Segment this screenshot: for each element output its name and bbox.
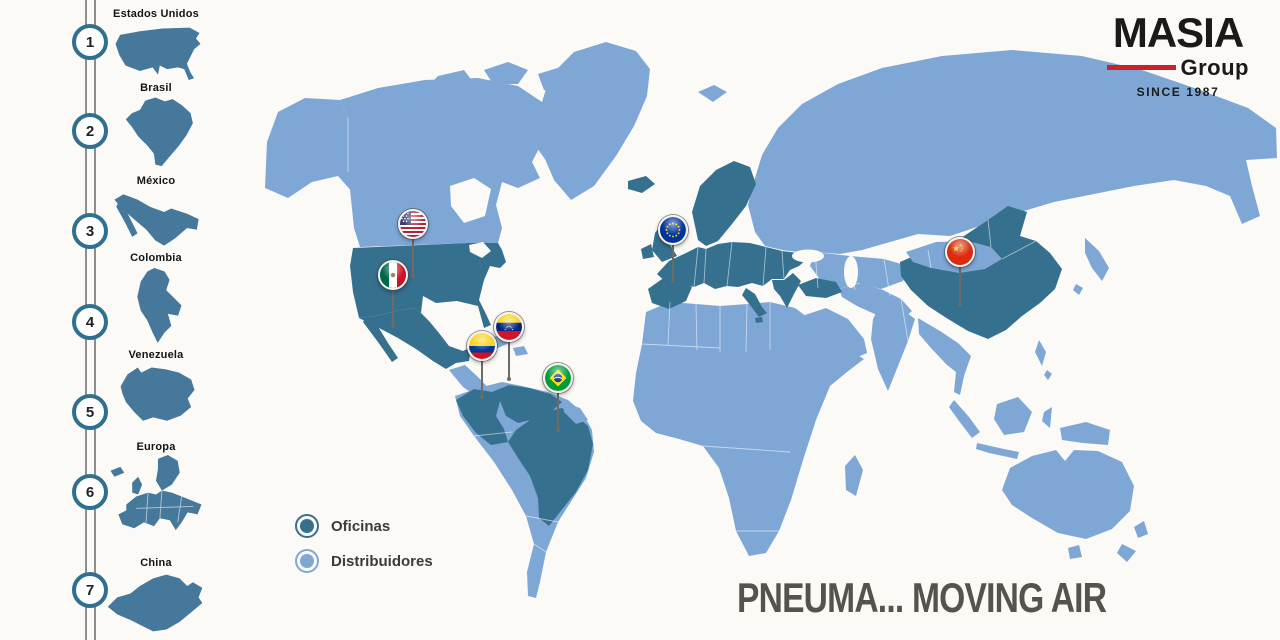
region-india xyxy=(871,306,915,391)
logo-brand-text: MASIA xyxy=(1112,9,1244,56)
region-scandinavia-office xyxy=(692,161,756,246)
pin-china[interactable] xyxy=(945,237,975,306)
sidebar-label-estados-unidos: Estados Unidos xyxy=(113,8,199,20)
region-russia xyxy=(748,50,1277,254)
pin-usa[interactable] xyxy=(398,209,428,278)
pin-stick xyxy=(411,238,415,278)
region-arabia xyxy=(802,308,867,363)
country-shape-venezuela xyxy=(112,360,198,430)
offices-dot-icon xyxy=(295,514,319,538)
legend-item-oficinas: Oficinas xyxy=(295,514,433,538)
country-shape-mexico xyxy=(112,189,202,251)
mexico-flag-icon xyxy=(378,260,408,290)
pin-stick xyxy=(507,341,511,381)
step-number-2: 2 xyxy=(72,113,108,149)
legend-item-distribuidores: Distribuidores xyxy=(295,549,433,573)
logo-since-text: SINCE 1987 xyxy=(1136,84,1220,99)
pin-brazil[interactable] xyxy=(543,363,573,432)
eu-flag-icon xyxy=(658,215,688,245)
region-brazil-office xyxy=(508,408,593,526)
sidebar-label-brasil: Brasil xyxy=(140,82,172,94)
region-central-asia xyxy=(810,252,908,289)
map-legend: Oficinas Distribuidores xyxy=(295,514,433,584)
region-iberia-office xyxy=(648,279,692,309)
region-colombia-office xyxy=(456,389,508,445)
sidebar-label-europa: Europa xyxy=(136,441,176,453)
world-map xyxy=(265,42,1277,598)
great-lakes xyxy=(469,242,491,258)
sidebar-label-mexico: México xyxy=(136,175,176,187)
country-shape-china xyxy=(104,570,208,636)
country-shape-colombia xyxy=(122,262,190,348)
masia-group-logo: MASIA Group SINCE 1987 xyxy=(1107,9,1249,99)
region-africa xyxy=(633,302,864,556)
region-china-office xyxy=(900,206,1062,339)
country-shape-brasil xyxy=(118,95,196,171)
pin-stick xyxy=(480,360,484,399)
step-number-label: 7 xyxy=(85,581,95,599)
country-shape-estados-unidos xyxy=(112,24,204,80)
pin-stick xyxy=(958,266,962,306)
step-number-1: 1 xyxy=(72,24,108,60)
region-turkey-office xyxy=(798,278,842,298)
region-canada xyxy=(340,78,546,247)
china-flag-icon xyxy=(945,237,975,267)
logo-rule-row: Group xyxy=(1107,55,1249,81)
usa-flag-icon xyxy=(398,209,428,239)
logo-red-rule xyxy=(1107,65,1176,71)
step-number-4: 4 xyxy=(72,304,108,340)
step-number-7: 7 xyxy=(72,572,108,608)
region-iceland-office xyxy=(628,176,655,193)
step-number-label: 3 xyxy=(85,222,95,240)
sidebar-label-venezuela: Venezuela xyxy=(128,349,184,361)
sidebar-label-china: China xyxy=(140,557,172,569)
sidebar-label-colombia: Colombia xyxy=(130,252,182,264)
step-number-6: 6 xyxy=(72,474,108,510)
pin-stick xyxy=(556,392,560,432)
country-shape-europa xyxy=(98,453,208,547)
region-mexico-office xyxy=(359,308,471,369)
tagline-text: PNEUMA... MOVING AIR xyxy=(737,574,1107,621)
region-australia xyxy=(1002,450,1134,539)
region-europe-office xyxy=(657,242,806,289)
colombia-flag-icon xyxy=(467,331,497,361)
step-number-label: 4 xyxy=(85,313,95,331)
distributors-dot-icon xyxy=(295,549,319,573)
step-number-label: 2 xyxy=(85,122,95,140)
black-sea xyxy=(792,249,824,263)
pin-venezuela[interactable] xyxy=(494,312,524,381)
pin-colombia[interactable] xyxy=(467,331,497,399)
step-number-label: 1 xyxy=(85,33,95,51)
step-number-5: 5 xyxy=(72,394,108,430)
hudson-bay xyxy=(450,178,491,223)
step-number-label: 6 xyxy=(85,483,95,501)
legend-label: Distribuidores xyxy=(331,552,433,570)
logo-group-text: Group xyxy=(1180,54,1249,80)
brazil-flag-icon xyxy=(543,363,573,393)
country-borders xyxy=(347,118,1037,553)
caspian-sea xyxy=(844,256,858,288)
region-greenland xyxy=(539,42,650,200)
pin-europe[interactable] xyxy=(658,215,688,283)
venezuela-flag-icon xyxy=(494,312,524,342)
step-number-3: 3 xyxy=(72,213,108,249)
region-alaska xyxy=(265,98,362,198)
pin-stick xyxy=(671,244,675,283)
region-japan xyxy=(1085,238,1109,281)
pin-mexico[interactable] xyxy=(378,260,408,328)
region-se-asia xyxy=(918,318,971,395)
step-number-label: 5 xyxy=(85,403,95,421)
legend-label: Oficinas xyxy=(331,517,391,535)
pin-stick xyxy=(391,289,395,328)
